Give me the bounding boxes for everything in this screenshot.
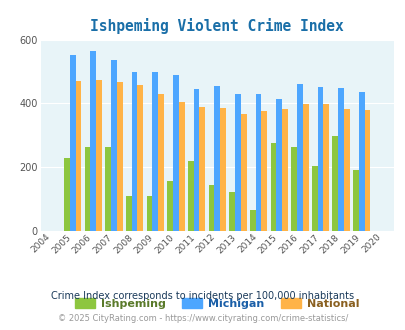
Bar: [229, 192, 234, 231]
Bar: [323, 104, 328, 231]
Bar: [311, 166, 317, 231]
Bar: [90, 51, 96, 231]
Bar: [276, 99, 281, 231]
Bar: [75, 82, 81, 231]
Bar: [137, 85, 143, 231]
Bar: [146, 196, 152, 231]
Bar: [249, 210, 255, 231]
Bar: [152, 72, 158, 231]
Bar: [70, 54, 75, 231]
Bar: [281, 109, 287, 231]
Bar: [240, 114, 246, 231]
Bar: [173, 75, 178, 231]
Bar: [302, 104, 308, 231]
Bar: [188, 161, 193, 231]
Bar: [332, 136, 337, 231]
Bar: [117, 82, 122, 231]
Bar: [111, 60, 117, 231]
Bar: [220, 108, 225, 231]
Bar: [178, 102, 184, 231]
Bar: [255, 94, 261, 231]
Text: © 2025 CityRating.com - https://www.cityrating.com/crime-statistics/: © 2025 CityRating.com - https://www.city…: [58, 314, 347, 323]
Bar: [234, 94, 240, 231]
Bar: [358, 92, 364, 231]
Bar: [167, 181, 173, 231]
Bar: [105, 148, 111, 231]
Bar: [290, 148, 296, 231]
Bar: [84, 148, 90, 231]
Bar: [158, 94, 164, 231]
Bar: [64, 158, 70, 231]
Bar: [352, 170, 358, 231]
Bar: [126, 196, 131, 231]
Bar: [131, 72, 137, 231]
Legend: Ishpeming, Michigan, National: Ishpeming, Michigan, National: [71, 294, 362, 314]
Bar: [261, 112, 266, 231]
Bar: [343, 109, 349, 231]
Title: Ishpeming Violent Crime Index: Ishpeming Violent Crime Index: [90, 18, 343, 34]
Bar: [208, 185, 214, 231]
Bar: [337, 88, 343, 231]
Bar: [296, 84, 302, 231]
Bar: [317, 87, 323, 231]
Bar: [270, 143, 276, 231]
Bar: [96, 80, 102, 231]
Bar: [214, 86, 220, 231]
Bar: [193, 89, 199, 231]
Bar: [199, 107, 205, 231]
Text: Crime Index corresponds to incidents per 100,000 inhabitants: Crime Index corresponds to incidents per…: [51, 291, 354, 301]
Bar: [364, 110, 370, 231]
